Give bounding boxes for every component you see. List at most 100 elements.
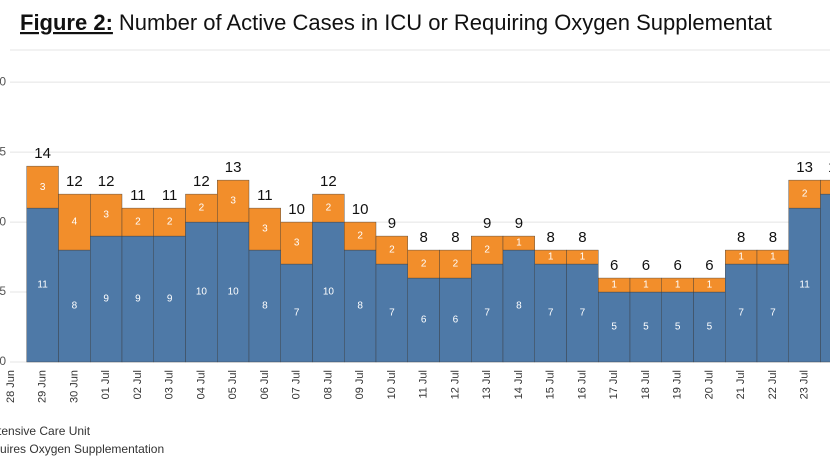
segment-label: 2: [389, 245, 395, 256]
x-tick-label: 04 Jul: [195, 370, 207, 399]
bar-segment: [26, 165, 59, 209]
y-tick-label: 20: [0, 74, 6, 88]
segment-label: 8: [357, 301, 363, 312]
x-tick-label: 14 Jul: [513, 370, 525, 399]
bar-segment: [820, 179, 830, 195]
bar-segment: [90, 235, 123, 363]
bar-segment: [756, 263, 789, 363]
x-tick-label: 09 Jul: [354, 370, 366, 399]
y-tick-label: 5: [0, 284, 6, 298]
segment-label: 6: [453, 315, 459, 326]
segment-label: 8: [72, 301, 78, 312]
segment-label: 1: [548, 252, 554, 263]
x-tick-label: 21 Jul: [735, 370, 747, 399]
segment-label: 3: [262, 224, 268, 235]
total-label: 6: [610, 257, 618, 274]
total-label: 12: [66, 173, 83, 190]
segment-label: 2: [484, 245, 490, 256]
total-label: 8: [546, 229, 554, 246]
total-label: 12: [320, 173, 337, 190]
x-tick-label: 11 Jul: [418, 370, 430, 399]
bar-segment: [121, 235, 154, 363]
segment-label: 7: [389, 308, 395, 319]
title-text: Number of Active Cases in ICU or Requiri…: [119, 10, 772, 35]
segment-label: 1: [516, 238, 522, 249]
segment-label: 7: [548, 308, 554, 319]
segment-label: 2: [135, 217, 141, 228]
x-tick-label: 01 Jul: [100, 370, 112, 399]
segment-label: 2: [453, 259, 459, 270]
segment-label: 11: [799, 280, 810, 291]
total-label: 8: [578, 229, 586, 246]
bar-segment: [439, 277, 472, 363]
total-label: 8: [451, 229, 459, 246]
y-tick-label: 0: [0, 354, 6, 368]
segment-label: 1: [770, 252, 776, 263]
x-tick-label: 19 Jul: [672, 370, 684, 399]
bar-segment: [661, 291, 694, 363]
bar-segment: [820, 193, 830, 363]
segment-label: 1: [738, 252, 744, 263]
segment-label: 9: [167, 294, 173, 305]
segment-label: 8: [516, 301, 522, 312]
total-label: 8: [769, 229, 777, 246]
bar-segment: [407, 249, 440, 279]
bar-segment: [788, 179, 821, 209]
total-label: 8: [737, 229, 745, 246]
x-tick-label: 20 Jul: [703, 370, 715, 399]
segment-label: 7: [738, 308, 744, 319]
segment-label: 3: [103, 210, 109, 221]
total-label: 13: [828, 159, 830, 176]
bar-segment: [693, 291, 726, 363]
x-tick-label: 23 Jul: [799, 370, 811, 399]
segment-label: 9: [135, 294, 141, 305]
title-prefix: Figure 2:: [20, 10, 113, 35]
bar-segment: [788, 207, 821, 363]
segment-label: 7: [294, 308, 300, 319]
legend-label: Intensive Care Unit: [0, 424, 91, 438]
bar-segment: [121, 207, 154, 237]
total-label: 6: [705, 257, 713, 274]
total-label: 14: [34, 145, 51, 162]
bar-segment: [217, 221, 250, 363]
segment-label: 2: [167, 217, 173, 228]
bar-segment: [471, 235, 504, 265]
x-tick-label: 15 Jul: [545, 370, 557, 399]
bar-segment: [153, 207, 186, 237]
segment-label: 1: [707, 280, 713, 291]
y-tick-label: 10: [0, 214, 6, 228]
segment-label: 3: [230, 196, 236, 207]
total-label: 10: [288, 201, 305, 218]
bar-segment: [90, 193, 123, 237]
segment-label: 2: [326, 203, 332, 214]
x-tick-label: 02 Jul: [132, 370, 144, 399]
total-label: 9: [515, 215, 523, 232]
x-tick-label: 10 Jul: [386, 370, 398, 399]
y-tick-label: 15: [0, 144, 6, 158]
x-tick-label: 18 Jul: [640, 370, 652, 399]
x-tick-label: 28 Jun: [5, 370, 17, 403]
segment-label: 7: [580, 308, 586, 319]
segment-label: 7: [770, 308, 776, 319]
bar-segment: [280, 221, 313, 265]
total-label: 11: [162, 187, 178, 204]
bar-segment: [502, 235, 535, 251]
bar-segment: [217, 179, 250, 223]
segment-label: 3: [40, 182, 46, 193]
segment-label: 10: [228, 287, 240, 298]
total-label: 12: [193, 173, 210, 190]
bar-segment: [312, 193, 345, 223]
segment-label: 2: [802, 189, 808, 200]
segment-label: 6: [421, 315, 427, 326]
segment-label: 3: [294, 238, 300, 249]
bar-segment: [566, 249, 599, 265]
x-tick-label: 05 Jul: [227, 370, 239, 399]
x-tick-label: 16 Jul: [576, 370, 588, 399]
bar-segment: [280, 263, 313, 363]
total-label: 10: [352, 201, 369, 218]
bar-segment: [502, 249, 535, 363]
x-tick-label: 08 Jul: [322, 370, 334, 399]
chart-title: Figure 2: Number of Active Cases in ICU o…: [20, 10, 772, 35]
